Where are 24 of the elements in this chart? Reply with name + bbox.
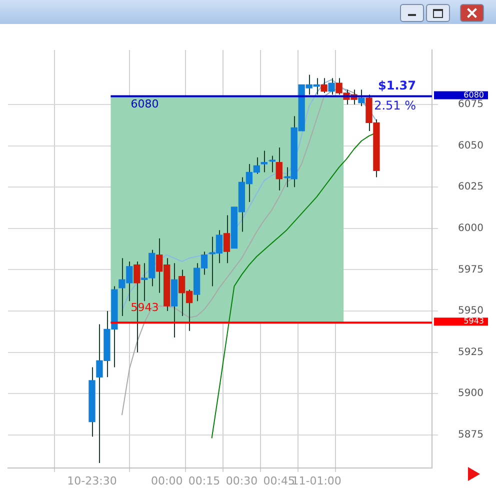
candlestick xyxy=(358,89,365,107)
candlestick xyxy=(276,146,282,191)
candlestick xyxy=(260,150,268,173)
y-tick-label: 5875 xyxy=(458,430,484,441)
x-tick-label: 10-23:30 xyxy=(67,474,117,488)
y-tick-label: 6075 xyxy=(458,99,484,110)
candlestick xyxy=(328,78,335,96)
candlestick xyxy=(223,214,230,264)
y-tick-label: 6050 xyxy=(458,140,484,152)
x-tick-label: 00:30 xyxy=(226,474,258,488)
y-tick-label: 5950 xyxy=(458,306,484,317)
annotation: 2.51 % xyxy=(374,98,416,112)
ref-line-label: 6080 xyxy=(130,98,159,111)
x-tick-label: 00:15 xyxy=(188,474,220,488)
x-tick-label: 00:00 xyxy=(151,474,183,488)
y-tick-label: 5900 xyxy=(458,388,484,400)
annotation: $1.37 xyxy=(378,78,416,92)
text: 6080 xyxy=(464,90,484,100)
y-tick-label: 6000 xyxy=(458,223,484,234)
candlestick xyxy=(320,78,328,94)
text: 5943 xyxy=(464,316,484,326)
y-tick-label: 5975 xyxy=(458,264,484,276)
y-tick-label: 5925 xyxy=(458,346,484,358)
y-tick-label: 6025 xyxy=(458,182,484,193)
